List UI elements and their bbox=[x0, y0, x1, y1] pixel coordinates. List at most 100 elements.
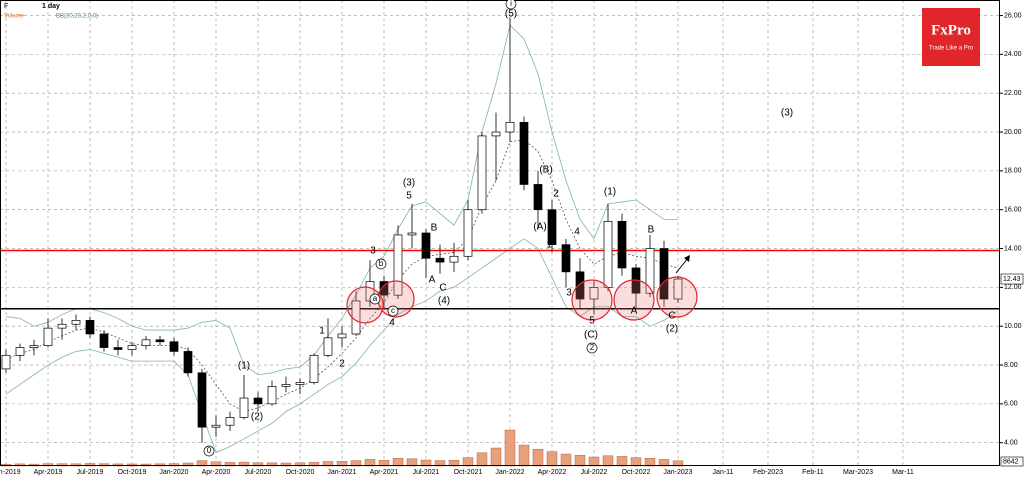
volume-bar bbox=[630, 457, 642, 467]
wave-label: 4 bbox=[574, 227, 580, 238]
candle-body bbox=[491, 131, 501, 137]
wave-label: (1) bbox=[604, 187, 616, 198]
candle-body bbox=[15, 347, 25, 356]
last-volume-label: 8642 bbox=[1003, 458, 1019, 465]
band-lower bbox=[5, 238, 679, 453]
candle-body bbox=[57, 323, 67, 329]
indicator-label: BB(20,20,2,0,0) bbox=[56, 14, 98, 20]
x-tick-label: Oct-2020 bbox=[286, 469, 315, 476]
candle-body bbox=[253, 397, 263, 405]
wave-label: 3 bbox=[566, 288, 572, 299]
candle-body bbox=[99, 333, 109, 348]
arrow bbox=[675, 257, 689, 274]
candle-body bbox=[365, 281, 375, 302]
candle-body bbox=[281, 384, 291, 387]
wave-label: 1 bbox=[546, 240, 552, 251]
wave-label: 2 bbox=[590, 343, 595, 352]
volume-bar bbox=[476, 452, 488, 467]
candle-body bbox=[29, 345, 39, 348]
band-middle bbox=[5, 139, 679, 413]
candle-body bbox=[323, 337, 333, 356]
wave-label: 2 bbox=[553, 189, 559, 200]
volume-bar bbox=[462, 457, 474, 467]
candle-body bbox=[197, 372, 207, 428]
candle-body bbox=[239, 397, 249, 418]
candle-body bbox=[463, 209, 473, 257]
wave-label: A bbox=[429, 275, 436, 286]
wave-label: B bbox=[431, 223, 438, 234]
volume-bar bbox=[546, 451, 558, 467]
volume-bar bbox=[490, 447, 502, 467]
x-tick-label: Jan-2021 bbox=[327, 469, 356, 476]
last-price-label: 12.43 bbox=[1003, 276, 1021, 283]
candle-body bbox=[379, 281, 389, 296]
x-tick-label: Jan-11 bbox=[713, 469, 734, 476]
x-tick-label: Apr-2022 bbox=[538, 469, 567, 476]
wave-label: (C) bbox=[584, 330, 598, 341]
wave-label: c bbox=[391, 306, 395, 315]
volume-bar bbox=[616, 456, 628, 467]
wave-label: (5) bbox=[505, 9, 517, 20]
logo-name: FxPro bbox=[931, 22, 971, 38]
wave-label: (B) bbox=[539, 165, 552, 176]
candle-body bbox=[603, 221, 613, 288]
candle-body bbox=[267, 386, 277, 405]
x-tick-label: Feb-11 bbox=[802, 469, 824, 476]
x-tick-label: Jul-2022 bbox=[581, 469, 608, 476]
candle-body bbox=[421, 232, 431, 259]
volume-bar bbox=[392, 458, 404, 467]
x-tick-label: Jan-2023 bbox=[663, 469, 692, 476]
x-tick-label: Mar-11 bbox=[892, 469, 914, 476]
wave-label: 3 bbox=[370, 246, 376, 257]
y-tick-label: 16.00 bbox=[1004, 207, 1022, 214]
annotation-circle bbox=[375, 258, 387, 270]
candle-body bbox=[449, 255, 459, 263]
wave-label: B bbox=[648, 225, 655, 236]
volume-label: Volume bbox=[4, 14, 25, 20]
y-tick-label: 24.00 bbox=[1004, 51, 1022, 58]
wave-label: b bbox=[379, 259, 384, 268]
candle-body bbox=[393, 234, 403, 296]
candle-body bbox=[435, 257, 445, 263]
highlight-circle bbox=[346, 286, 384, 324]
candle-body bbox=[71, 320, 81, 325]
volume-bar bbox=[560, 453, 572, 467]
candle-body bbox=[575, 271, 585, 300]
volume-bar bbox=[406, 458, 418, 467]
wave-label: (4) bbox=[438, 296, 450, 307]
candle-body bbox=[477, 135, 487, 211]
wave-label: 0 bbox=[207, 446, 212, 455]
wave-label: 1 bbox=[319, 326, 325, 337]
logo-box bbox=[922, 8, 980, 66]
candle-body bbox=[519, 121, 529, 185]
volume-bar bbox=[574, 455, 586, 467]
annotation-circle bbox=[387, 305, 399, 317]
volume-bar bbox=[504, 429, 516, 467]
last-price-box bbox=[1000, 273, 1024, 285]
candle-body bbox=[211, 424, 221, 428]
wave-label: 4 bbox=[389, 318, 395, 329]
y-tick-label: 6.00 bbox=[1004, 401, 1018, 408]
highlight-circle bbox=[656, 276, 698, 318]
wave-label: (A) bbox=[533, 222, 546, 233]
candle-body bbox=[659, 248, 669, 300]
x-tick-label: Apr-2019 bbox=[34, 469, 63, 476]
wave-label: C bbox=[439, 283, 446, 294]
candle-body bbox=[225, 417, 235, 426]
x-tick-label: Oct-2021 bbox=[454, 469, 483, 476]
candle-body bbox=[295, 382, 305, 385]
annotation-circle bbox=[505, 0, 517, 10]
x-tick-label: Jan-2022 bbox=[495, 469, 524, 476]
annotation-circle bbox=[586, 342, 598, 354]
timeframe: 1 day bbox=[42, 3, 60, 10]
plot-frame bbox=[0, 0, 1000, 466]
candle-body bbox=[183, 351, 193, 374]
y-tick-label: 12.00 bbox=[1004, 284, 1022, 291]
wave-label: (2) bbox=[666, 324, 678, 335]
wave-label: A bbox=[631, 306, 638, 317]
x-tick-label: Jan-2020 bbox=[159, 469, 188, 476]
candle-body bbox=[127, 345, 137, 350]
candle-body bbox=[309, 354, 319, 383]
logo-tagline: Trade Like a Pro bbox=[929, 46, 974, 52]
wave-label: (1) bbox=[238, 361, 250, 372]
